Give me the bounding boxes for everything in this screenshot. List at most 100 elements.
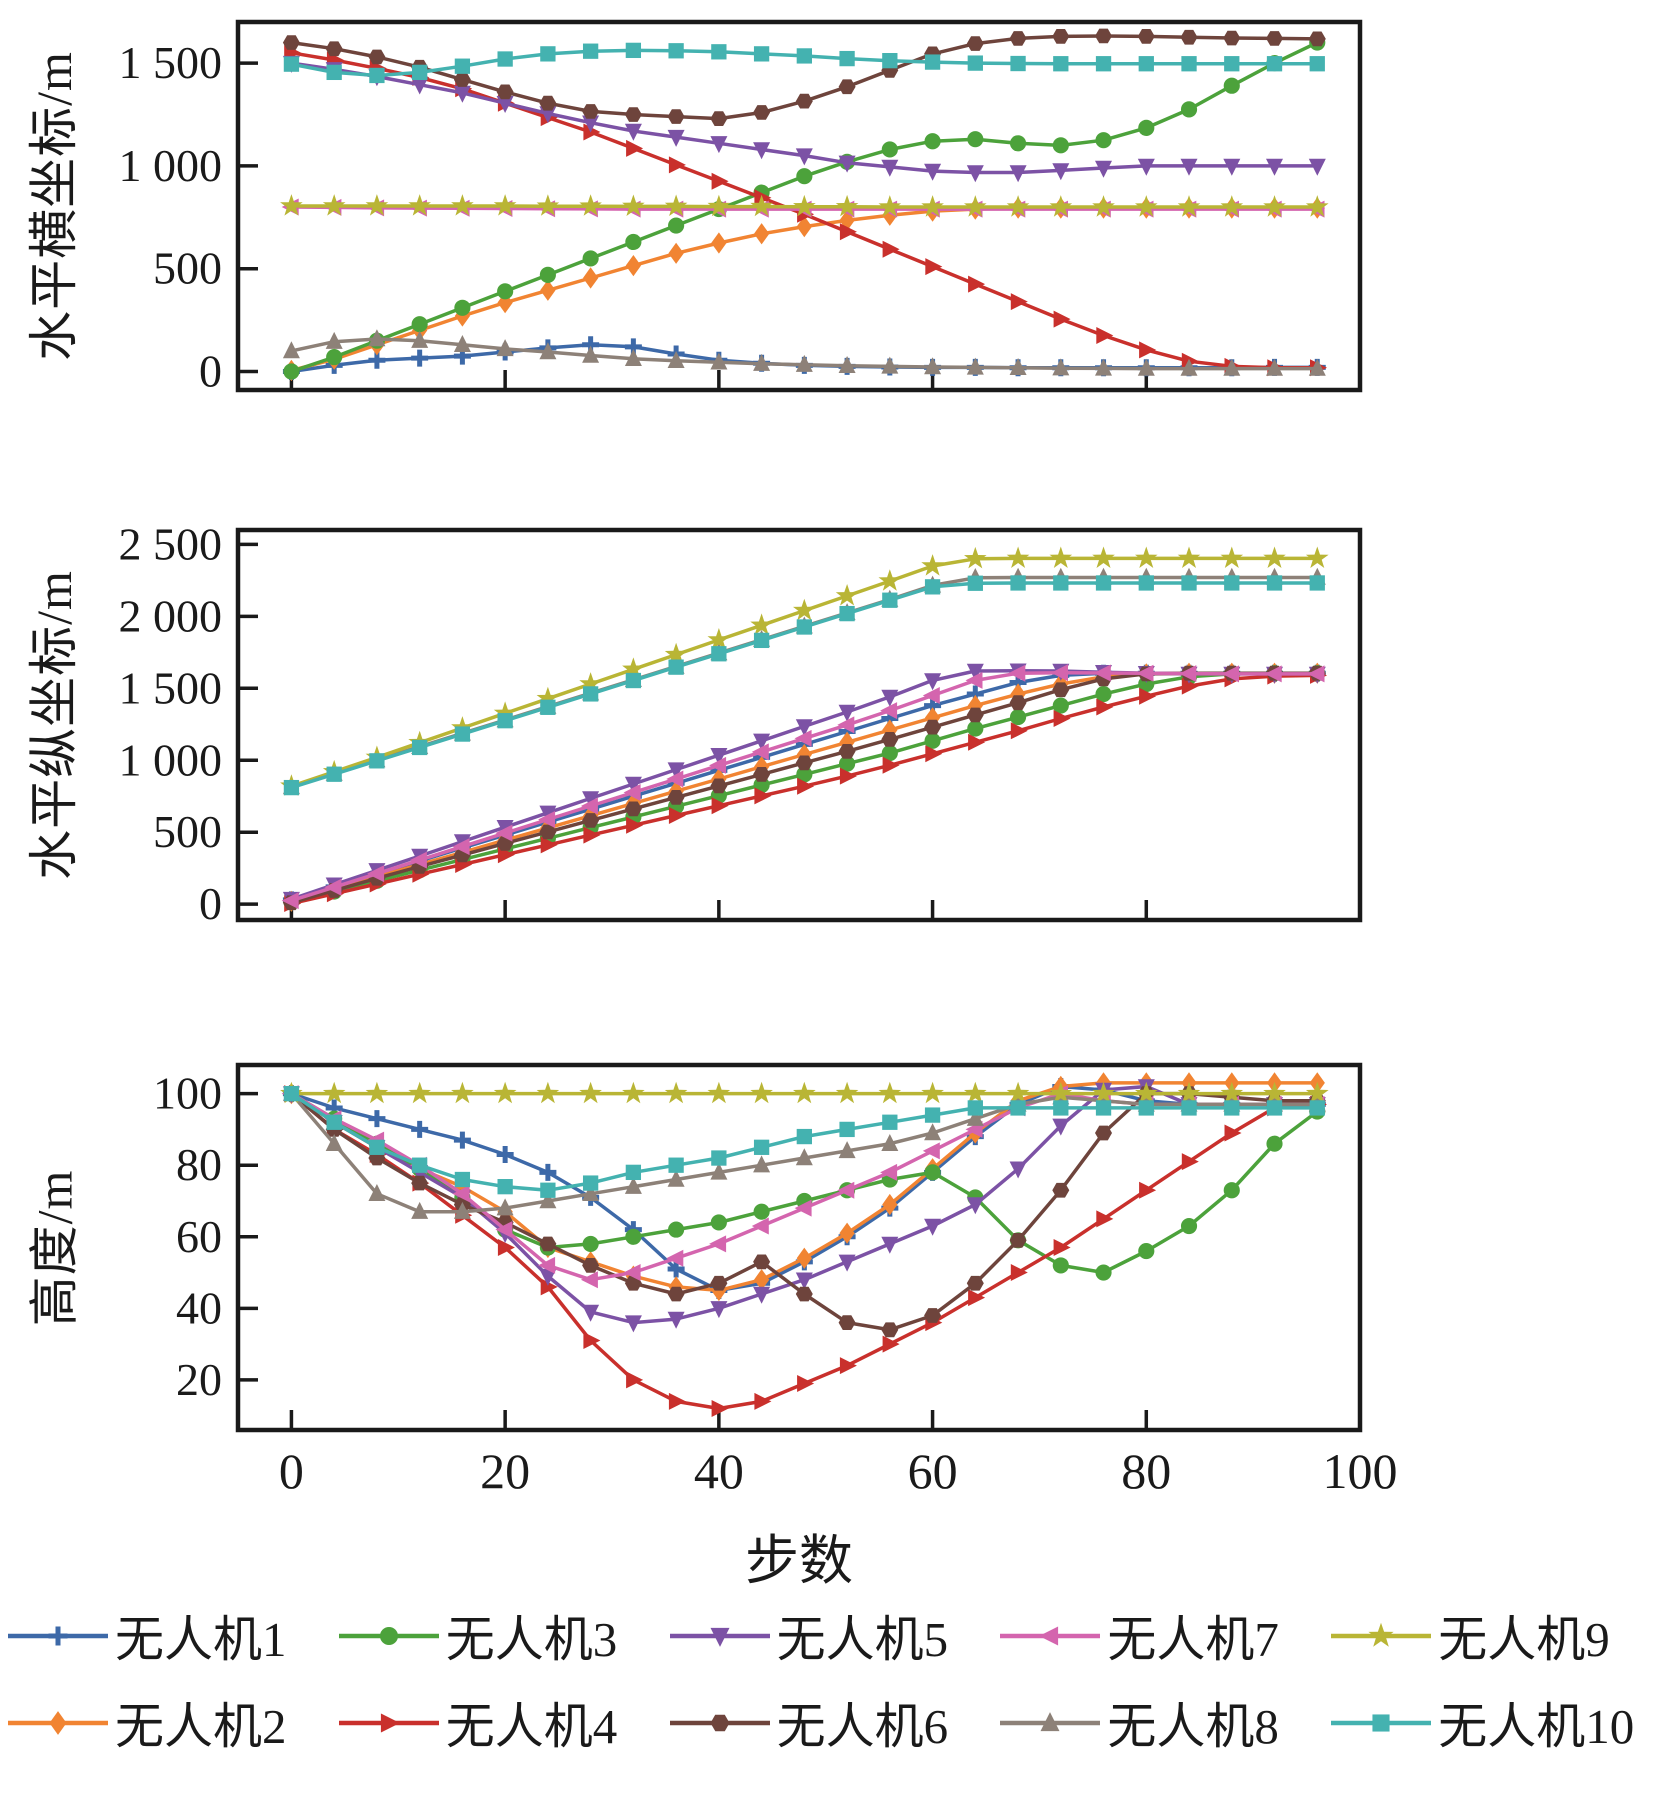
triangle-left-marker-icon [1051, 664, 1068, 682]
plus-marker-icon [667, 1260, 685, 1278]
triangle-left-marker-icon [666, 1249, 684, 1267]
hexagon-marker-icon [624, 801, 642, 817]
legend-swatch [1000, 1626, 1101, 1645]
hexagon-marker-icon [795, 93, 813, 109]
hexagon-marker-icon [1052, 29, 1070, 44]
square-marker-icon [1138, 1100, 1154, 1116]
square-marker-icon [1309, 1100, 1325, 1116]
triangle-left-marker-icon [623, 784, 641, 801]
star-marker-icon [1368, 1622, 1394, 1647]
star-marker-icon [1220, 1081, 1244, 1104]
hexagon-marker-icon [795, 1286, 813, 1302]
square-marker-icon [1266, 575, 1283, 591]
legend-label: 无人机4 [445, 1699, 618, 1754]
triangle-left-marker-icon [1222, 665, 1239, 683]
ylabel-box-chart2: 水平纵坐标/m [8, 530, 92, 920]
triangle-up-marker-icon [1223, 358, 1241, 376]
triangle-left-marker-icon [495, 1221, 513, 1239]
star-marker-icon [707, 1081, 731, 1104]
square-marker-icon [753, 632, 770, 649]
triangle-left-marker-icon [580, 797, 598, 815]
hexagon-marker-icon [539, 1236, 557, 1252]
triangle-up-marker-icon [838, 356, 856, 373]
legend-item-uav8: 无人机8 [998, 1687, 1329, 1758]
triangle-right-marker-icon [1010, 293, 1028, 311]
star-marker-icon [1177, 546, 1201, 568]
triangle-up-marker-icon [496, 339, 514, 357]
y-tick-label: 1 000 [119, 140, 223, 191]
triangle-down-marker-icon [624, 1315, 642, 1333]
circle-marker-icon [379, 1626, 398, 1645]
hexagon-marker-icon [667, 1286, 685, 1302]
triangle-down-marker-icon [753, 142, 771, 160]
hexagon-marker-icon [753, 1254, 771, 1270]
hexagon-marker-icon [411, 1175, 429, 1191]
circle-marker-icon [625, 233, 642, 251]
circle-marker-icon [1138, 119, 1155, 136]
hexagon-marker-icon [496, 84, 514, 100]
circle-marker-icon [967, 131, 984, 148]
hexagon-marker-icon [881, 1322, 899, 1338]
square-marker-icon [540, 1182, 556, 1198]
x-tick-label: 60 [908, 1443, 958, 1499]
circle-marker-icon [1266, 1135, 1283, 1152]
triangle-down-marker-icon [753, 1286, 771, 1304]
hexagon-marker-icon [924, 1308, 942, 1323]
series-uav10 [283, 1085, 1325, 1198]
legend-swatch [669, 1714, 770, 1731]
triangle-up-marker-icon [753, 353, 771, 371]
triangle-down-marker-icon [582, 791, 600, 809]
legend-item-uav2: 无人机2 [6, 1687, 337, 1758]
hexagon-marker-icon [1095, 28, 1112, 44]
ylabel-horizontal-y: 水平纵坐标/m [26, 570, 83, 880]
triangle-up-marker-icon [795, 354, 813, 372]
triangle-left-marker-icon [452, 1185, 470, 1203]
triangle-left-marker-icon [794, 1199, 812, 1217]
triangle-right-marker-icon [626, 1371, 644, 1389]
y-tick-label: 2 000 [119, 590, 223, 641]
triangle-up-marker-icon [411, 330, 429, 348]
triangle-right-marker-icon [668, 1392, 686, 1410]
square-marker-icon [412, 64, 428, 81]
triangle-right-marker-icon [1053, 310, 1071, 328]
star-marker-icon [1135, 1081, 1158, 1104]
star-marker-icon [408, 194, 431, 216]
triangle-down-marker-icon [411, 77, 429, 95]
series-uav7 [281, 664, 1325, 910]
star-marker-icon [536, 1081, 560, 1104]
circle-marker-icon [710, 1214, 727, 1231]
triangle-right-marker-icon [668, 807, 686, 824]
triangle-up-marker-icon [453, 1201, 471, 1219]
triangle-up-marker-icon [795, 1148, 813, 1166]
x-tick-label: 100 [1323, 1443, 1398, 1499]
square-marker-icon [668, 659, 684, 675]
square-marker-icon [454, 726, 471, 742]
y-tick-label: 20 [176, 1354, 222, 1405]
square-marker-icon [454, 1171, 471, 1188]
star-marker-icon [1049, 546, 1073, 568]
triangle-right-marker-icon [968, 275, 986, 293]
plus-marker-icon [411, 349, 429, 367]
square-marker-icon [497, 51, 513, 67]
triangle-down-marker-icon [753, 733, 771, 751]
star-marker-icon [793, 194, 816, 217]
triangle-up-marker-icon [582, 1184, 600, 1201]
triangle-left-marker-icon [495, 824, 513, 842]
triangle-down-marker-icon [453, 85, 471, 103]
triangle-left-marker-icon [409, 851, 427, 869]
legend-label: 无人机3 [445, 1612, 618, 1667]
triangle-left-marker-icon [580, 1271, 598, 1289]
chart-1: 0 500 1 000 1 500 [119, 19, 1363, 396]
triangle-down-marker-icon [667, 129, 685, 147]
circle-marker-icon [582, 250, 599, 267]
square-marker-icon [1224, 56, 1240, 72]
triangle-up-marker-icon [881, 1134, 899, 1151]
triangle-left-marker-icon [1008, 664, 1026, 682]
circle-marker-icon [796, 168, 813, 185]
triangle-right-marker-icon [711, 172, 729, 190]
star-marker-icon [493, 701, 517, 723]
plot-frame [235, 1062, 1363, 1433]
triangle-right-marker-icon [1139, 687, 1157, 705]
hexagon-marker-icon [1223, 30, 1241, 46]
hexagon-marker-icon [753, 105, 771, 120]
